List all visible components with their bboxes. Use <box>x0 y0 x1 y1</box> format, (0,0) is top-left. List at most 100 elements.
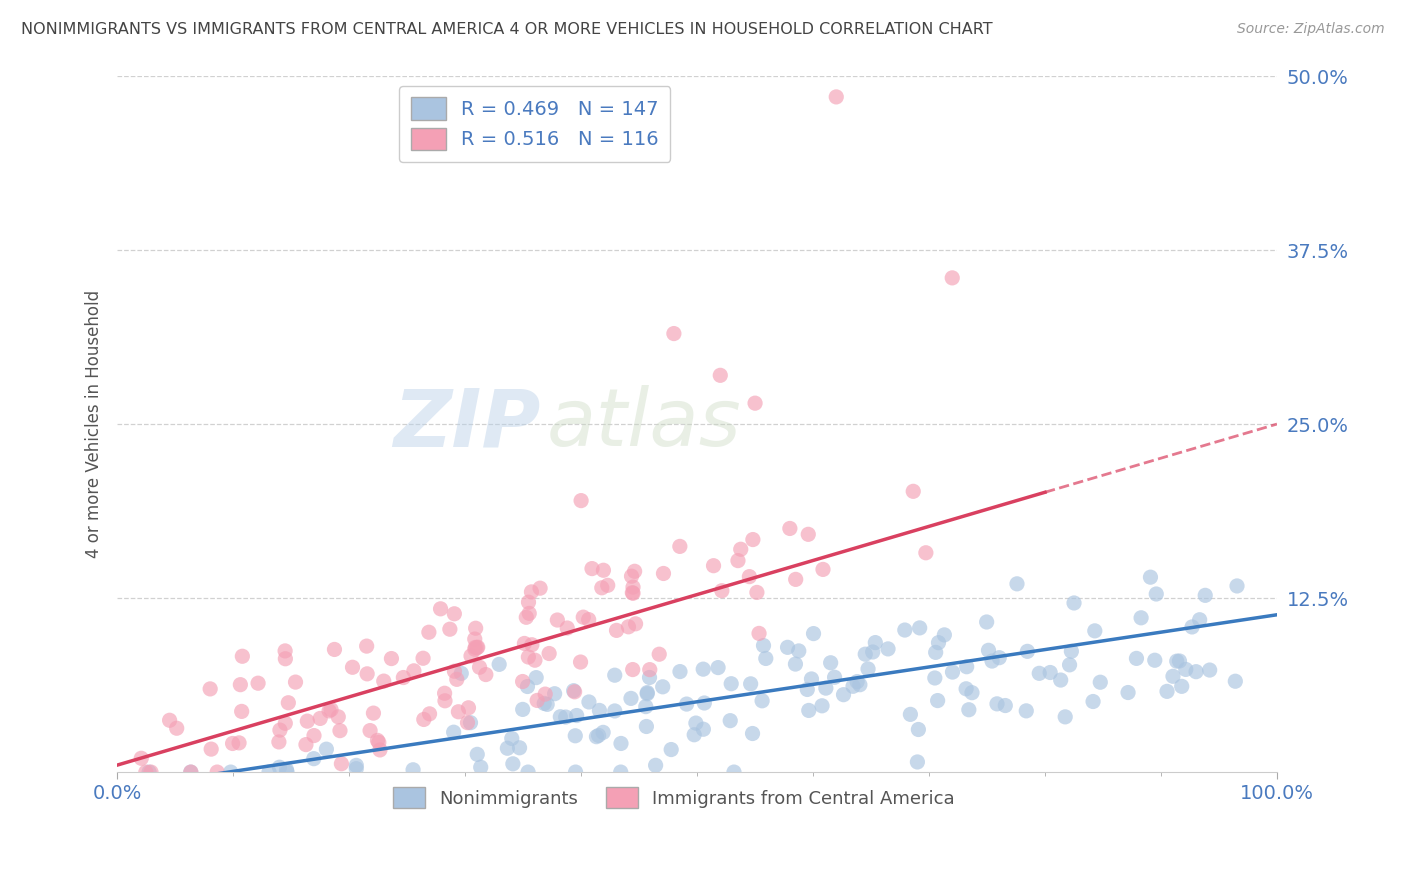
Point <box>908 621 931 635</box>
Point <box>659 742 682 756</box>
Point <box>669 540 692 554</box>
Point <box>592 725 614 739</box>
Point <box>960 686 983 700</box>
Point <box>787 644 810 658</box>
Point <box>429 602 451 616</box>
Point <box>651 680 673 694</box>
Point <box>159 713 181 727</box>
Point <box>986 697 1008 711</box>
Point <box>457 700 479 714</box>
Point <box>981 654 1004 668</box>
Point <box>433 694 456 708</box>
Point <box>219 779 242 793</box>
Point <box>1060 644 1083 658</box>
Point <box>464 621 486 635</box>
Point <box>302 752 325 766</box>
Point <box>443 725 465 739</box>
Point <box>1144 587 1167 601</box>
Point <box>621 663 644 677</box>
Point <box>138 765 160 780</box>
Point <box>538 647 561 661</box>
Point <box>927 635 949 649</box>
Y-axis label: 4 or more Vehicles in Household: 4 or more Vehicles in Household <box>86 290 103 558</box>
Point <box>274 716 297 731</box>
Point <box>934 628 956 642</box>
Point <box>692 723 714 737</box>
Point <box>356 639 378 653</box>
Point <box>740 677 762 691</box>
Point <box>344 758 367 772</box>
Point <box>588 703 610 717</box>
Point <box>465 640 488 655</box>
Point <box>748 626 770 640</box>
Point <box>516 680 538 694</box>
Point <box>620 569 643 583</box>
Point <box>994 698 1017 713</box>
Point <box>517 650 540 665</box>
Point <box>744 396 766 410</box>
Point <box>319 702 342 716</box>
Point <box>856 662 879 676</box>
Point <box>620 691 643 706</box>
Text: atlas: atlas <box>547 385 741 463</box>
Point <box>585 730 607 744</box>
Point <box>543 687 565 701</box>
Point <box>1185 665 1208 679</box>
Point <box>709 368 731 383</box>
Point <box>838 775 860 789</box>
Point <box>135 765 157 780</box>
Point <box>467 640 489 655</box>
Point <box>433 686 456 700</box>
Point <box>257 765 280 780</box>
Point <box>129 751 152 765</box>
Point <box>1116 685 1139 699</box>
Point <box>603 704 626 718</box>
Point <box>621 586 644 600</box>
Point <box>1174 662 1197 676</box>
Point <box>554 710 576 724</box>
Point <box>555 621 578 635</box>
Point <box>276 763 298 777</box>
Point <box>546 613 568 627</box>
Point <box>368 743 391 757</box>
Point <box>693 696 716 710</box>
Point <box>523 653 546 667</box>
Point <box>496 741 519 756</box>
Point <box>800 672 823 686</box>
Point <box>1194 588 1216 602</box>
Point <box>228 736 250 750</box>
Point <box>648 647 671 661</box>
Point <box>592 563 614 577</box>
Point <box>450 666 472 681</box>
Point <box>277 696 299 710</box>
Point <box>267 735 290 749</box>
Point <box>513 636 536 650</box>
Point <box>591 581 613 595</box>
Point <box>956 659 979 673</box>
Point <box>464 642 486 657</box>
Point <box>1188 613 1211 627</box>
Point <box>526 693 548 707</box>
Point <box>621 580 644 594</box>
Point <box>344 762 367 776</box>
Point <box>284 675 307 690</box>
Point <box>1181 620 1204 634</box>
Point <box>1125 651 1147 665</box>
Point <box>751 694 773 708</box>
Point <box>907 723 929 737</box>
Point <box>219 765 242 780</box>
Point <box>534 687 557 701</box>
Point <box>865 635 887 649</box>
Point <box>832 688 855 702</box>
Point <box>274 652 297 666</box>
Point <box>524 671 547 685</box>
Point <box>1156 684 1178 698</box>
Point <box>710 583 733 598</box>
Point <box>380 651 402 665</box>
Point <box>581 561 603 575</box>
Point <box>1084 624 1107 638</box>
Point <box>824 670 846 684</box>
Point <box>811 698 834 713</box>
Point <box>723 765 745 780</box>
Point <box>231 705 253 719</box>
